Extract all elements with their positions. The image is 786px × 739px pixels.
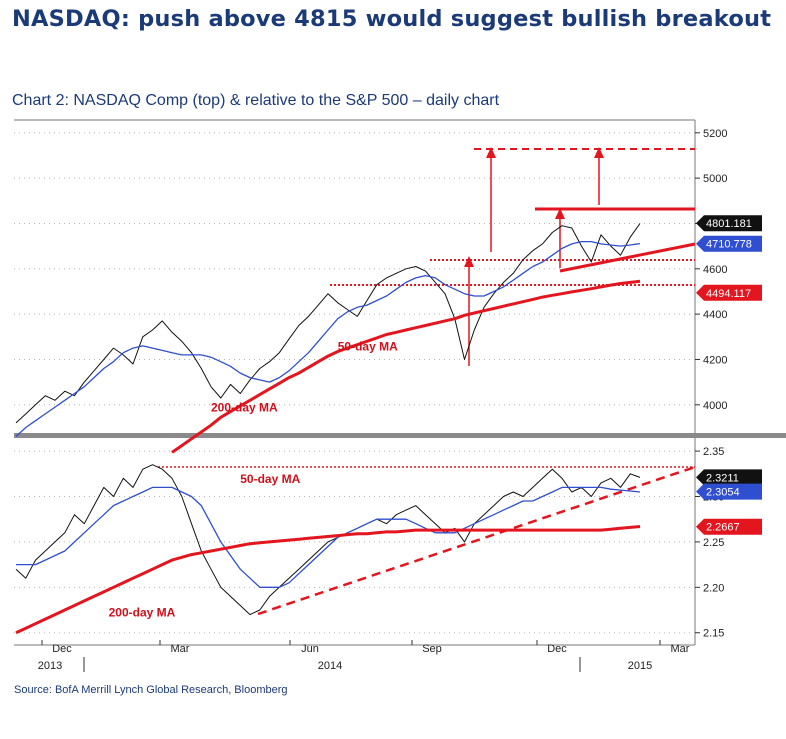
last-value-badge xyxy=(696,284,762,301)
top-panel-y-ticks: 5200500048004600440042004000 xyxy=(695,128,727,412)
series-annotation: 50-day MA xyxy=(338,339,398,353)
y-tick-label: 4600 xyxy=(703,264,727,276)
last-value-badge xyxy=(696,518,762,535)
arrowhead-left xyxy=(486,147,496,158)
bottom-rising-trendline xyxy=(257,465,696,616)
last-value-label: 4494.117 xyxy=(706,288,751,300)
x-tick-label: Mar xyxy=(171,643,190,655)
x-tick-label: Sep xyxy=(422,643,442,655)
y-tick-label: 5000 xyxy=(703,173,727,185)
rising-support-line xyxy=(559,242,696,273)
x-tick-label: Dec xyxy=(547,643,567,655)
x-axis: Dec Mar Jun Sep Dec Mar 2013 2014 2015 xyxy=(38,640,690,672)
x-tick-label: Dec xyxy=(52,643,72,655)
y-tick-label: 4400 xyxy=(703,309,727,321)
last-value-label: 2.3054 xyxy=(706,487,740,499)
y-tick-label: 5200 xyxy=(703,128,727,140)
x-tick-label: Jun xyxy=(301,643,319,655)
last-value-badges: 4801.181 4710.778 4494.117 2.3211 2.3054 2.26… xyxy=(696,215,762,535)
source-note: Source: BofA Merrill Lynch Global Resear… xyxy=(14,684,288,696)
series-line-ma50-bottom xyxy=(16,486,641,588)
bottom-panel-grid xyxy=(14,450,695,634)
series-annotations: 50-day MA 200-day MA 50-day MA 200-day MA xyxy=(109,339,398,619)
series-annotation: 200-day MA xyxy=(211,401,278,415)
last-value-label: 4801.181 xyxy=(706,218,752,230)
series-line-ma200-top xyxy=(171,279,641,454)
x-tick-label: Mar xyxy=(671,643,690,655)
y-tick-label: 2.25 xyxy=(703,537,724,549)
y-tick-label: 4000 xyxy=(703,400,727,412)
headline: NASDAQ: push above 4815 would suggest bu… xyxy=(12,6,772,32)
x-year-label: 2014 xyxy=(318,660,342,672)
series-layer xyxy=(15,223,641,635)
top-panel-grid xyxy=(14,132,695,406)
arrowhead-right xyxy=(594,147,604,158)
last-value-badge xyxy=(696,215,762,232)
series-line-price-top xyxy=(15,223,641,424)
last-value-badge xyxy=(696,469,762,486)
y-tick-label: 2.20 xyxy=(703,582,724,594)
y-tick-label: 2.35 xyxy=(703,446,724,458)
last-value-badge xyxy=(696,483,762,500)
y-tick-label: 2.15 xyxy=(703,628,724,640)
x-year-label: 2015 xyxy=(628,660,652,672)
last-value-label: 2.3211 xyxy=(706,472,739,484)
series-line-ma200-bottom xyxy=(15,525,641,635)
arrowhead-height-right xyxy=(555,208,565,219)
series-line-price-bottom xyxy=(15,464,641,616)
panel-separator xyxy=(14,433,786,438)
technical-overlays xyxy=(158,147,696,616)
y-tick-label: 4200 xyxy=(703,354,727,366)
last-value-label: 2.2667 xyxy=(706,522,740,534)
series-annotation: 50-day MA xyxy=(240,472,300,486)
arrowhead-height-left xyxy=(464,256,474,267)
series-annotation: 200-day MA xyxy=(109,605,176,619)
chart-subtitle: Chart 2: NASDAQ Comp (top) & relative to… xyxy=(12,92,500,109)
x-year-label: 2013 xyxy=(38,660,62,672)
series-line-ma50-top xyxy=(15,240,641,437)
last-value-badge xyxy=(696,235,762,252)
last-value-label: 4710.778 xyxy=(706,239,752,251)
